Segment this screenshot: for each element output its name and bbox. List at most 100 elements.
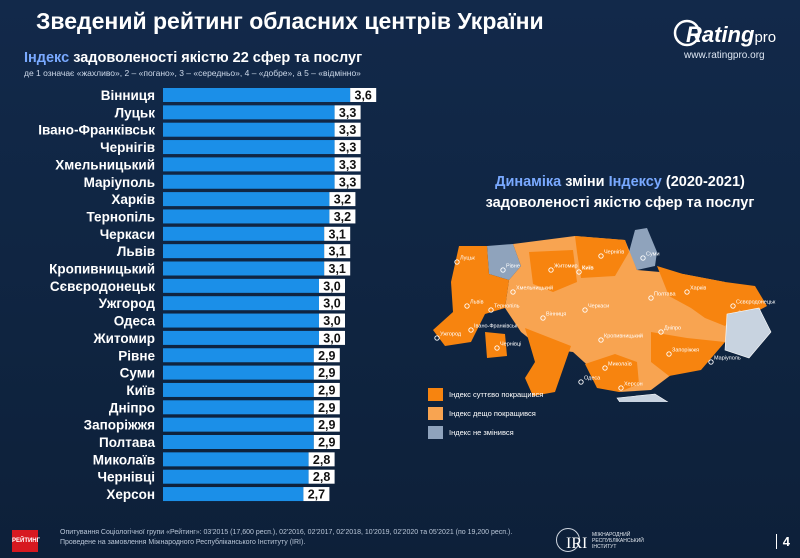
city-label: Львів (470, 300, 484, 306)
bar (163, 278, 319, 293)
ratingpro-logo[interactable]: Ratingpro www.ratingpro.org (673, 16, 788, 64)
city-label: Полтава (654, 292, 676, 298)
category-label: Суми (120, 366, 155, 381)
bar (163, 174, 335, 189)
iri-name: МІЖНАРОДНИЙ РЕСПУБЛІКАНСЬКИЙ ІНСТИТУТ (592, 532, 644, 550)
city-label: Черкаси (588, 304, 609, 310)
city-marker (548, 267, 554, 273)
value-label: 3,3 (339, 175, 356, 189)
city-label: Запоріжжя (672, 348, 699, 354)
bar (163, 365, 314, 380)
category-label: Одеса (114, 314, 156, 329)
map-region-none (629, 228, 657, 270)
city-label: Харків (690, 286, 706, 292)
value-label-box (334, 157, 361, 172)
logo-brand: Rating (686, 22, 755, 47)
value-label: 3,0 (323, 297, 340, 311)
value-label: 3,0 (323, 279, 340, 293)
city-marker (708, 359, 714, 365)
map-region-strong (651, 332, 725, 376)
legend-item: Індекс суттєво покращився (428, 388, 543, 401)
value-label-box (319, 296, 345, 311)
value-label: 2,9 (318, 383, 335, 397)
city-label: Київ (582, 266, 594, 272)
category-label: Тернопіль (86, 209, 155, 224)
category-label: Запоріжжя (84, 418, 155, 433)
city-marker (618, 385, 624, 391)
bar (163, 105, 335, 120)
value-label-box (329, 192, 356, 207)
category-label: Дніпро (109, 400, 155, 415)
bar (163, 348, 314, 363)
value-label-box (313, 365, 340, 380)
city-label: Сєвєродонецьк (736, 300, 776, 306)
city-label: Тернопіль (494, 304, 520, 310)
value-label-box (313, 417, 340, 432)
bar (163, 244, 325, 259)
value-label: 2,9 (318, 418, 335, 432)
bar (163, 88, 351, 102)
value-label: 3,2 (334, 193, 351, 207)
value-label-box (319, 330, 345, 345)
ukraine-map: Луцьк Рівне Житомир Київ Чернігів Суми Харків П… (433, 228, 776, 402)
chart-subtitle: Індекс задоволеності якістю 22 сфер та п… (24, 50, 362, 66)
category-label: Львів (117, 244, 155, 259)
city-label: Суми (646, 252, 660, 258)
value-label-box (334, 105, 361, 120)
value-label: 3,3 (339, 141, 356, 155)
value-label: 3,1 (329, 262, 346, 276)
value-label-box (313, 435, 340, 449)
city-label: Маріуполь (714, 356, 741, 362)
value-label: 3,6 (355, 89, 372, 103)
city-label: Чернігів (604, 250, 624, 256)
city-marker (598, 253, 604, 259)
value-label-box (334, 174, 361, 189)
category-label: Херсон (106, 487, 155, 502)
bar (163, 209, 330, 224)
value-label-box (334, 140, 361, 155)
category-label: Чернігів (100, 140, 155, 155)
value-label-box (350, 88, 377, 102)
footer-line1: Опитування Соціологічної групи «Рейтинг»… (60, 529, 513, 536)
city-marker (576, 269, 582, 275)
bar (163, 157, 335, 172)
page-title: Зведений рейтинг обласних центрів Україн… (36, 8, 544, 34)
category-label: Черкаси (100, 227, 155, 242)
map-region-strong (485, 332, 507, 358)
value-label: 3,3 (339, 106, 356, 120)
city-label: Одеса (584, 376, 601, 382)
value-label: 3,3 (339, 158, 356, 172)
city-marker (602, 365, 608, 371)
category-label: Чернівці (98, 470, 156, 485)
value-label-box (324, 244, 351, 259)
value-label-box (313, 382, 340, 397)
bar (163, 452, 309, 467)
city-label: Івано-Франківськ (474, 324, 518, 330)
city-marker (540, 315, 546, 321)
city-marker (500, 267, 506, 273)
category-label: Кропивницький (49, 262, 155, 277)
city-marker (434, 335, 440, 341)
bar (163, 192, 330, 207)
value-label-box (313, 348, 340, 363)
ratingpro-logo-icon (673, 19, 701, 47)
city-label: Чернівці (500, 342, 521, 348)
bar (163, 330, 319, 345)
bar (163, 469, 309, 484)
map-title-accent: Динаміка (495, 174, 562, 190)
legend-swatch (428, 388, 443, 401)
legend-item: Індекс не змінився (428, 426, 543, 439)
map-title-accent2: Індексу (608, 174, 662, 190)
value-label-box (308, 452, 335, 467)
value-label-box (313, 400, 340, 415)
city-label: Хмельницький (516, 285, 553, 292)
bar (163, 313, 319, 328)
map-region-none (487, 244, 521, 280)
map-region-strong (657, 266, 743, 326)
category-label: Сєвєродонецьк (50, 279, 155, 294)
value-label-box (308, 469, 335, 484)
crimea (616, 393, 669, 402)
city-label: Миколаїв (608, 362, 632, 368)
city-marker (730, 303, 736, 309)
